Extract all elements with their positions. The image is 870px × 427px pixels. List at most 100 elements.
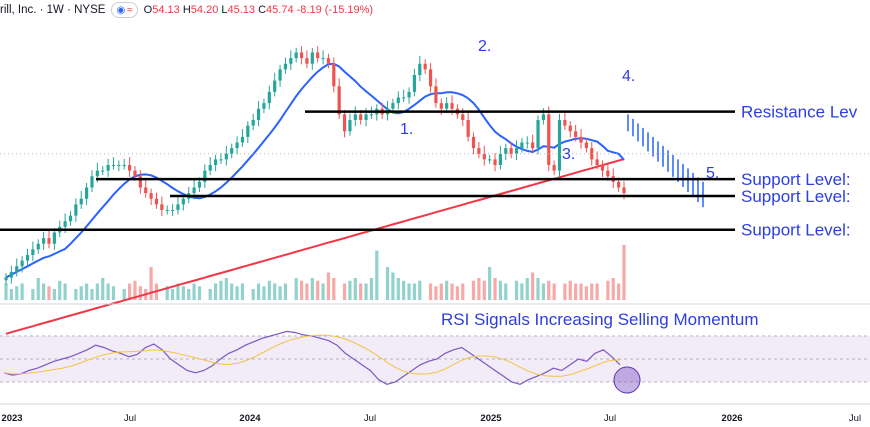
x-tick-label: 2023: [1, 413, 22, 424]
candle-body: [128, 165, 132, 171]
candle-body: [359, 114, 363, 120]
symbol-title[interactable]: rill, Inc. · 1W · NYSE: [0, 4, 106, 16]
candle-body: [122, 165, 126, 166]
volume-bar: [256, 283, 261, 300]
resistance-label: Resistance Lev: [741, 103, 858, 122]
eye-icon[interactable]: ◉: [116, 4, 126, 16]
candle-body: [547, 114, 551, 165]
rsi-highlight-circle: [613, 366, 641, 394]
wave-icon[interactable]: ≈: [127, 4, 133, 16]
candle-body: [402, 97, 406, 99]
volume-bar: [471, 280, 476, 300]
indicator-toggle-icons[interactable]: ◉ ≈: [111, 2, 138, 18]
candle-body: [262, 103, 266, 109]
candle-body: [4, 277, 8, 281]
candle-body: [31, 249, 35, 255]
volume-bar: [321, 283, 325, 300]
candle-body: [541, 114, 545, 120]
volume-bar: [348, 280, 352, 300]
point-label-4: 4.: [622, 68, 635, 85]
volume-bar: [402, 280, 406, 300]
volume-bar: [230, 283, 234, 300]
candle-body: [133, 170, 137, 177]
volume-bar: [181, 286, 185, 300]
candle-body: [63, 221, 67, 227]
candle-body: [256, 108, 261, 120]
volume-bar: [138, 286, 142, 300]
x-tick-label: Jul: [604, 413, 616, 424]
volume-bar: [106, 283, 110, 300]
volume-bar: [90, 289, 94, 300]
volume-bar: [235, 286, 239, 300]
point-label-3: 3.: [562, 146, 575, 163]
volume-bar: [165, 286, 169, 300]
volume-bar: [63, 283, 67, 300]
volume-bar: [407, 283, 411, 300]
rsi-ma-line: [3, 334, 621, 377]
candle-body: [176, 204, 180, 210]
rsi-title: RSI Signals Increasing Selling Momentum: [441, 310, 758, 329]
candle-body: [348, 120, 352, 132]
volume-bar: [197, 286, 202, 300]
volume-bar: [504, 283, 508, 300]
candle-body: [74, 204, 78, 216]
candle-body: [47, 238, 51, 244]
volume-bar: [342, 283, 347, 300]
volume-bar: [606, 280, 610, 300]
volume-bar: [385, 267, 390, 300]
candle-body: [520, 142, 524, 149]
candle-body: [9, 271, 13, 278]
candle-body: [332, 63, 336, 87]
volume-bar: [375, 250, 379, 300]
volume-bar: [434, 286, 438, 300]
point-label-2: 2.: [478, 38, 491, 55]
candle-body: [579, 136, 583, 143]
volume-bar: [445, 280, 449, 300]
candle-body: [563, 120, 567, 126]
volume-bar: [364, 283, 368, 300]
x-tick-label: 2024: [239, 413, 261, 424]
candle-body: [326, 58, 331, 64]
candle-body: [192, 187, 196, 194]
candle-body: [617, 181, 621, 188]
candle-body: [246, 125, 250, 137]
point-label-1: 1.: [400, 121, 413, 138]
candle-body: [235, 142, 239, 149]
candle-body: [557, 120, 562, 171]
volume-bar: [332, 278, 336, 300]
volume-bar: [251, 289, 255, 300]
candle-body: [493, 159, 497, 165]
change-value: -8.19 (-15.19%): [296, 4, 374, 16]
volume-bar: [525, 278, 529, 300]
volume-bar: [353, 278, 357, 300]
candle-body: [106, 165, 110, 171]
candle-body: [213, 159, 218, 165]
candle-body: [498, 153, 502, 165]
volume-bar: [149, 267, 153, 300]
candle-body: [439, 103, 443, 109]
volume-bar: [305, 283, 309, 300]
candle-body: [568, 125, 572, 132]
volume-bar: [85, 283, 89, 300]
volume-bar: [428, 283, 433, 300]
candle-body: [299, 52, 304, 59]
volume-bar: [273, 283, 277, 300]
volume-bar: [579, 283, 583, 300]
volume-bar: [520, 283, 524, 300]
candle-body: [68, 215, 73, 222]
candle-body: [181, 198, 185, 205]
candle-body: [423, 63, 427, 70]
candle-body: [95, 170, 99, 177]
candle-body: [525, 142, 529, 144]
volume-bar: [412, 283, 417, 300]
support-1-label: Support Level:: [741, 170, 851, 189]
ohlc-readout: O54.13 H54.20 L45.13 C45.74 -8.19 (-15.1…: [144, 4, 373, 16]
volume-bar: [359, 283, 363, 300]
candle-body: [504, 148, 508, 154]
candle-body: [25, 255, 30, 261]
candle-body: [208, 165, 212, 171]
candle-body: [353, 114, 357, 120]
candle-body: [461, 114, 465, 120]
volume-bar: [531, 272, 535, 300]
